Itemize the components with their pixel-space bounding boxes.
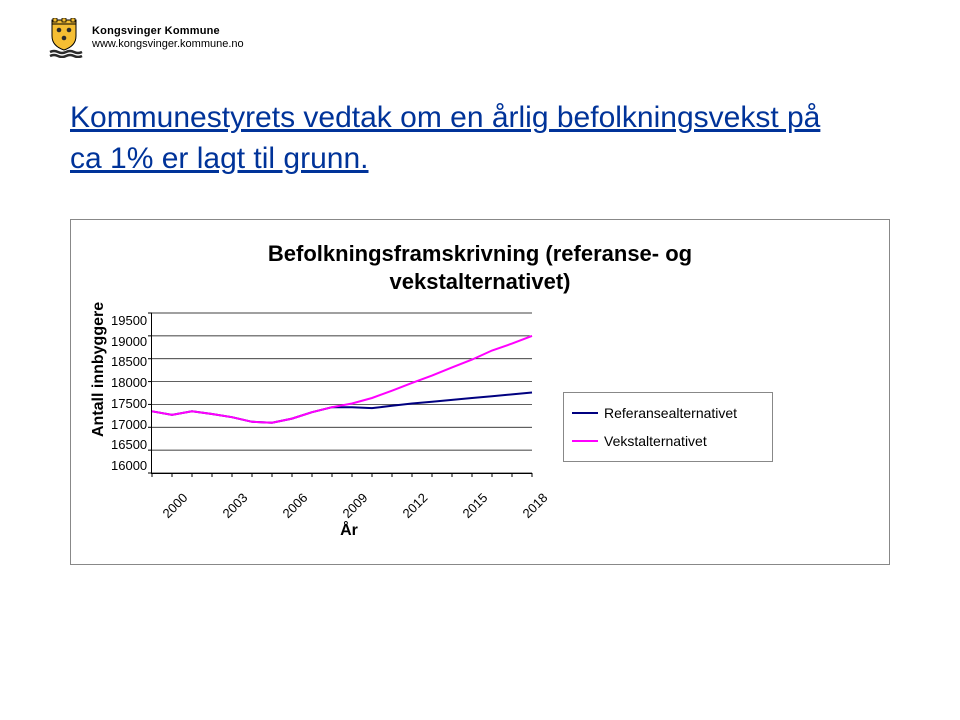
municipal-crest-icon	[44, 18, 84, 58]
y-tick-label: 17000	[111, 417, 147, 432]
chart-body: Antall innbyggere 19500 19000 18500 18000 17…	[89, 313, 871, 540]
slide-header: Kongsvinger Kommune www.kongsvinger.komm…	[0, 0, 960, 68]
x-ticks-spacer	[111, 480, 155, 514]
chart-title-line1: Befolkningsframskrivning (referanse- og	[268, 241, 692, 266]
series-line	[152, 393, 532, 423]
x-tick-label: 2012	[400, 490, 431, 521]
slide: Kongsvinger Kommune www.kongsvinger.komm…	[0, 0, 960, 720]
x-tick-label: 2006	[280, 490, 311, 521]
x-tick-label: 2000	[160, 490, 191, 521]
y-ticks: 19500 19000 18500 18000 17500 17000 16500 16000	[111, 313, 151, 473]
legend-label: Referansealternativet	[604, 399, 737, 427]
y-tick-label: 18000	[111, 375, 147, 390]
x-ticks-row: 2000200320062009201220152018	[111, 480, 539, 514]
plot-column: 19500 19000 18500 18000 17500 17000 16500 16000…	[111, 313, 539, 540]
legend-swatch	[572, 412, 598, 414]
y-tick-label: 17500	[111, 396, 147, 411]
legend-item: Vekstalternativet	[572, 427, 762, 455]
x-ticks: 2000200320062009201220152018	[155, 480, 535, 514]
series-line	[152, 336, 532, 423]
chart-title-line2: vekstalternativet)	[390, 269, 571, 294]
y-tick-label: 16000	[111, 458, 147, 473]
title-line2: ca 1% er lagt til grunn.	[70, 142, 369, 175]
x-tick-label: 2009	[340, 490, 371, 521]
x-axis-label: År	[159, 522, 539, 540]
y-axis-label: Antall innbyggere	[90, 417, 108, 437]
chart-legend: ReferansealternativetVekstalternativet	[563, 392, 773, 462]
legend-item: Referansealternativet	[572, 399, 762, 427]
plot-svg	[152, 313, 532, 473]
x-tick-label: 2015	[460, 490, 491, 521]
org-url: www.kongsvinger.kommune.no	[92, 38, 244, 51]
y-tick-label: 18500	[111, 354, 147, 369]
plot-area	[151, 313, 532, 474]
x-tick-label: 2018	[520, 490, 551, 521]
legend-swatch	[572, 440, 598, 442]
y-tick-label: 19000	[111, 334, 147, 349]
legend-label: Vekstalternativet	[604, 427, 707, 455]
y-tick-label: 16500	[111, 437, 147, 452]
plot-row: 19500 19000 18500 18000 17500 17000 16500 16000	[111, 313, 539, 474]
slide-title: Kommunestyrets vedtak om en årlig befolk…	[0, 68, 960, 179]
org-text-block: Kongsvinger Kommune www.kongsvinger.komm…	[92, 25, 244, 50]
title-text: Kommunestyrets vedtak om en årlig befolk…	[70, 98, 890, 179]
chart-title: Befolkningsframskrivning (referanse- og …	[89, 240, 871, 295]
chart-frame: Befolkningsframskrivning (referanse- og …	[70, 219, 890, 565]
title-line1: Kommunestyrets vedtak om en årlig befolk…	[70, 101, 820, 134]
y-tick-label: 19500	[111, 313, 147, 328]
x-tick-label: 2003	[220, 490, 251, 521]
org-name: Kongsvinger Kommune	[92, 25, 244, 38]
